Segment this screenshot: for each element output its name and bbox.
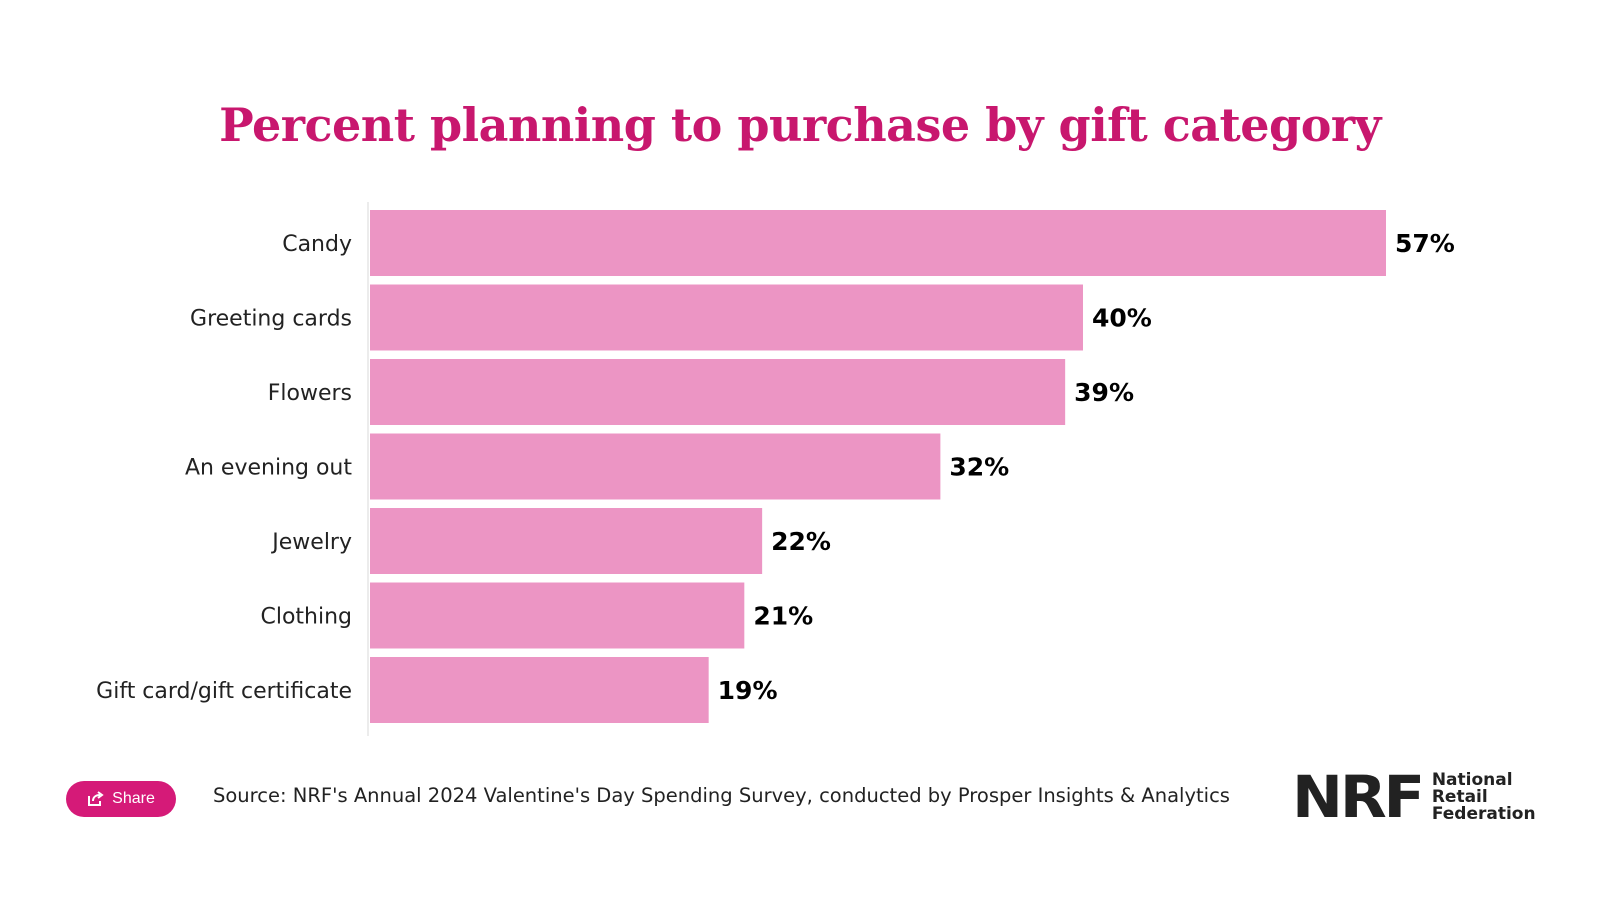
logo-word: Federation — [1431, 804, 1536, 824]
logo-word: Retail — [1431, 787, 1488, 807]
share-icon — [88, 791, 104, 806]
bar — [370, 657, 709, 723]
logo-wordmark: National Retail Federation — [1432, 772, 1536, 823]
logo-word: National — [1431, 770, 1513, 790]
category-label: Clothing — [260, 605, 352, 630]
bar — [370, 433, 941, 500]
value-label: 22% — [771, 527, 831, 556]
value-label: 19% — [718, 676, 778, 705]
bar — [370, 359, 1066, 425]
share-label: Share — [112, 790, 155, 807]
value-label: 32% — [949, 453, 1009, 482]
logo-mark: NRF — [1292, 763, 1425, 831]
source-note: Source: NRF's Annual 2024 Valentine's Da… — [213, 784, 1230, 807]
share-button[interactable]: Share — [66, 781, 176, 817]
value-label: 39% — [1074, 378, 1134, 407]
category-label: Candy — [282, 232, 352, 257]
value-label: 57% — [1395, 229, 1455, 258]
value-label: 40% — [1092, 304, 1152, 333]
chart-title: Percent planning to purchase by gift cat… — [219, 98, 1381, 152]
bar — [370, 284, 1083, 351]
bar — [370, 508, 763, 574]
bar — [370, 582, 745, 649]
category-label: Gift card/gift certificate — [96, 679, 352, 704]
category-label: Jewelry — [270, 530, 352, 555]
category-label: Flowers — [268, 381, 352, 406]
bar — [370, 210, 1386, 276]
category-label: Greeting cards — [190, 307, 352, 332]
bar-chart: Candy 57% Greeting cards 40% Flowers 39% An ev… — [96, 202, 1455, 736]
nrf-logo: NRF National Retail Federation — [1292, 763, 1536, 831]
category-label: An evening out — [185, 456, 352, 481]
value-label: 21% — [753, 602, 813, 631]
